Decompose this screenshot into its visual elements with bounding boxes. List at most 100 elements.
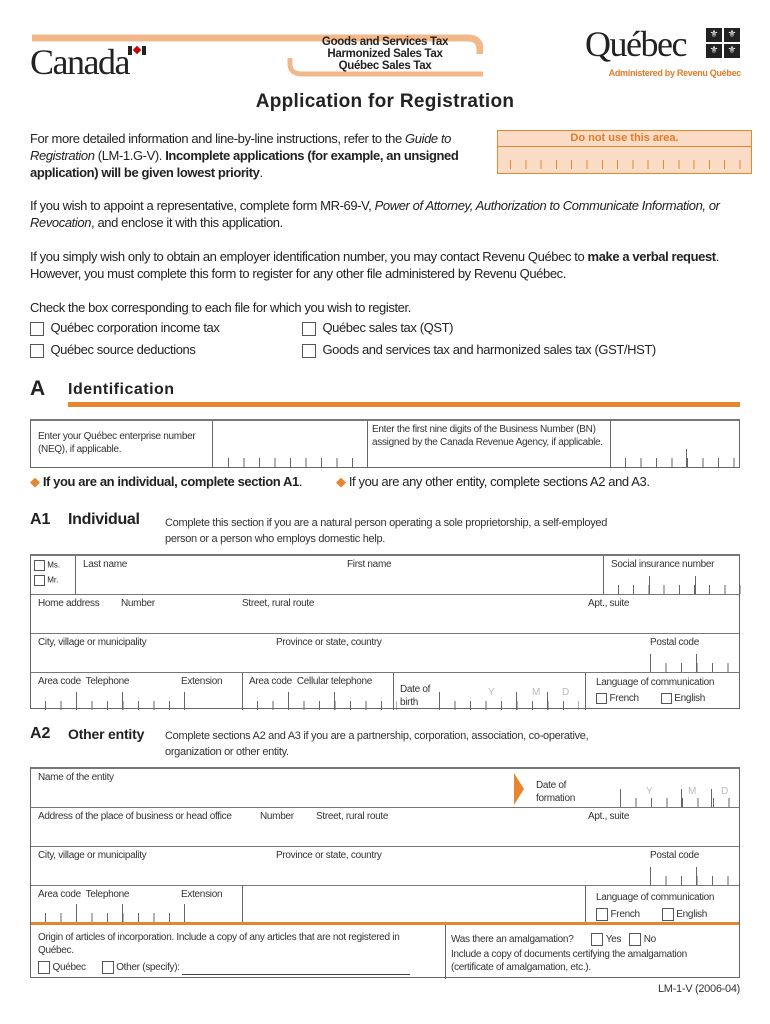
checkbox[interactable]: [661, 908, 674, 921]
separator: [516, 692, 517, 710]
home-address-row[interactable]: Home address Number Street, rural route …: [31, 595, 739, 634]
file-option-qc-income-tax[interactable]: Québec corporation income tax: [30, 319, 220, 336]
separator: [547, 692, 548, 710]
digit-ticks: [45, 701, 185, 710]
digit-ticks: [439, 701, 579, 710]
city-row[interactable]: City, village or municipality Province o…: [31, 634, 742, 673]
extension-label: Extension: [181, 676, 223, 687]
checkbox[interactable]: [30, 343, 44, 358]
page-title: Application for Registration: [255, 91, 515, 112]
separator: [696, 867, 697, 885]
date-of-birth-field[interactable]: Date of birth Y M D: [394, 673, 586, 710]
note-text: If you are an individual, complete secti…: [42, 474, 299, 489]
checkbox[interactable]: [38, 961, 50, 974]
home-address-label: Home address: [38, 598, 100, 609]
amalgamation-label: Was there an amalgamation?: [451, 934, 574, 946]
separator: [696, 654, 697, 672]
blank-field: [243, 886, 586, 922]
amalgamation-note: Include a copy of documents certifying t…: [451, 949, 687, 974]
section-code: A1: [30, 511, 51, 528]
form-code: LM-1-V (2006-04): [657, 983, 740, 995]
option-label: English: [676, 909, 707, 921]
mr-option[interactable]: Mr.: [34, 575, 72, 586]
telephone-label: Telephone: [85, 676, 130, 687]
text: For more detailed information and line-b…: [30, 131, 406, 146]
option-label: French: [610, 909, 640, 921]
cellular-label: Cellular telephone: [296, 676, 373, 687]
file-option-qst[interactable]: Québec sales tax (QST): [302, 319, 453, 336]
section-title: Individual: [68, 511, 140, 528]
checkbox[interactable]: [101, 961, 114, 974]
checkbox[interactable]: [34, 560, 45, 571]
day-hint: D: [562, 687, 569, 698]
telephone-label: Telephone: [85, 889, 130, 900]
bn-input[interactable]: [611, 421, 741, 467]
canada-logo: Canada: [30, 42, 130, 82]
cellular-field[interactable]: Area code Cellular telephone: [243, 673, 397, 710]
neq-input[interactable]: [213, 421, 368, 467]
phone-row: Area code Telephone Extension Area code C…: [31, 673, 739, 710]
checkbox[interactable]: [660, 692, 672, 704]
french-option[interactable]: French: [596, 908, 640, 921]
name-field[interactable]: Last name First name: [76, 556, 604, 594]
english-option[interactable]: English: [660, 692, 705, 704]
file-option-gst-hst[interactable]: Goods and services tax and harmonized sa…: [302, 341, 656, 358]
separator: [649, 576, 650, 594]
text: .: [259, 165, 264, 180]
separator: [650, 654, 651, 672]
separator: [650, 867, 651, 885]
digit-ticks: [45, 913, 185, 922]
english-option[interactable]: English: [661, 908, 707, 921]
section-code: A2: [30, 725, 51, 742]
form-title: Power of Attorney, Authorization to Comm…: [30, 198, 720, 230]
separator: [76, 692, 77, 710]
entity-name-label: Name of the entity: [38, 772, 114, 783]
area-code-label: Area code: [38, 889, 81, 900]
note-individual: ◆ If you are an individual, complete sec…: [30, 474, 303, 489]
office-use-ticks: [510, 160, 743, 169]
priority-warning: Incomplete applications (for example, an…: [30, 148, 459, 180]
tax-lines: Goods and Services Tax Harmonized Sales …: [300, 36, 470, 72]
language-label: Language of communication: [596, 677, 715, 688]
phone-row: Area code Telephone Extension Language of…: [31, 886, 739, 925]
entity-table: Name of the entity Date of formation Y M D…: [30, 767, 742, 979]
separator: [334, 692, 335, 710]
separator: [184, 692, 185, 710]
business-address-row[interactable]: Address of the place of business or head…: [31, 808, 739, 847]
checkbox[interactable]: [596, 908, 608, 921]
ms-option[interactable]: Ms.: [34, 560, 72, 571]
no-option[interactable]: No: [629, 933, 656, 946]
telephone-field[interactable]: Area code Telephone Extension: [31, 886, 243, 922]
office-use-label: Do not use this area.: [498, 131, 751, 147]
yes-option[interactable]: Yes: [591, 933, 622, 946]
postal-code-label: Postal code: [650, 637, 699, 648]
month-hint: M: [532, 687, 541, 698]
quebec-option[interactable]: Québec: [38, 961, 86, 974]
sin-field[interactable]: Social insurance number: [604, 556, 741, 594]
checkbox[interactable]: [302, 343, 316, 358]
file-option-source-deductions[interactable]: Québec source deductions: [30, 341, 196, 358]
option-label: Québec sales tax (QST): [322, 320, 454, 335]
city-row[interactable]: City, village or municipality Province o…: [31, 847, 742, 886]
month-hint: M: [688, 786, 697, 797]
digit-ticks: [228, 458, 367, 467]
checkbox[interactable]: [34, 575, 45, 586]
french-option[interactable]: French: [596, 692, 639, 704]
postal-code-label: Postal code: [650, 850, 699, 861]
separator: [695, 576, 696, 594]
other-specify-input[interactable]: [181, 961, 410, 976]
checkbox[interactable]: [591, 933, 604, 946]
option-label: Ms.: [47, 560, 61, 570]
extension-label: Extension: [181, 889, 223, 900]
checkbox[interactable]: [302, 321, 316, 336]
entity-name-row[interactable]: Name of the entity Date of formation Y M D: [31, 769, 742, 808]
street-label: Street, rural route: [316, 811, 389, 822]
telephone-field[interactable]: Area code Telephone Extension: [31, 673, 243, 710]
arrow-marker-icon: [514, 773, 524, 805]
checkbox[interactable]: [30, 321, 44, 336]
other-option[interactable]: Other (specify):: [101, 961, 180, 974]
province-label: Province or state, country: [276, 850, 382, 861]
checkbox[interactable]: [596, 692, 607, 704]
checkbox[interactable]: [629, 933, 642, 946]
text: (LM-1.G-V).: [94, 148, 166, 163]
